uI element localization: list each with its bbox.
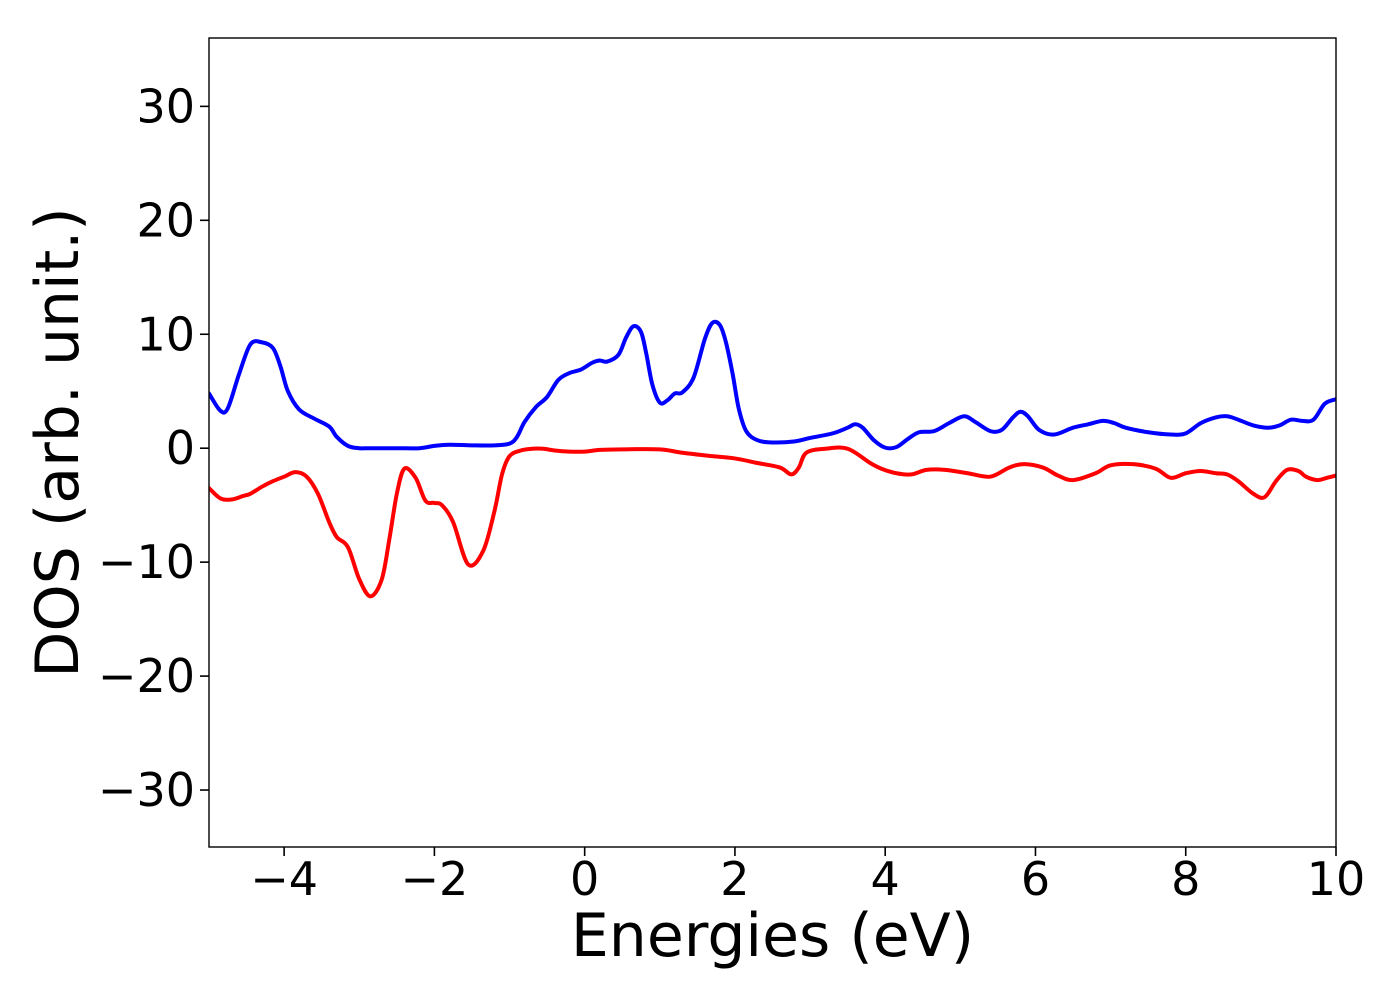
x-tick-label: 10 <box>1307 852 1366 906</box>
y-axis-ticks: −30 −20 −10 0 10 20 30 <box>98 79 209 817</box>
y-tick-label: −20 <box>98 649 195 703</box>
series-layer <box>209 319 1336 599</box>
series-line-blue <box>209 319 1336 451</box>
y-tick-label: 0 <box>166 421 195 475</box>
series-line-red <box>209 445 1336 599</box>
x-tick-label: 6 <box>1021 852 1050 906</box>
y-tick-label: 30 <box>136 79 195 133</box>
x-axis-ticks: −4 −2 0 2 4 6 8 10 <box>250 847 1365 906</box>
y-tick-label: 10 <box>136 307 195 361</box>
y-tick-label: −30 <box>98 763 195 817</box>
x-axis-label: Energies (eV) <box>571 901 974 971</box>
x-tick-label: 0 <box>570 852 599 906</box>
plot-frame <box>208 37 1337 848</box>
x-tick-label: 2 <box>720 852 749 906</box>
x-tick-label: −4 <box>250 852 318 906</box>
x-tick-label: −2 <box>400 852 468 906</box>
x-tick-label: 4 <box>871 852 900 906</box>
y-axis-label: DOS (arb. unit.) <box>23 207 93 677</box>
y-tick-label: −10 <box>98 535 195 589</box>
x-tick-label: 8 <box>1171 852 1200 906</box>
y-tick-label: 20 <box>136 193 195 247</box>
plot-area <box>208 37 1337 848</box>
